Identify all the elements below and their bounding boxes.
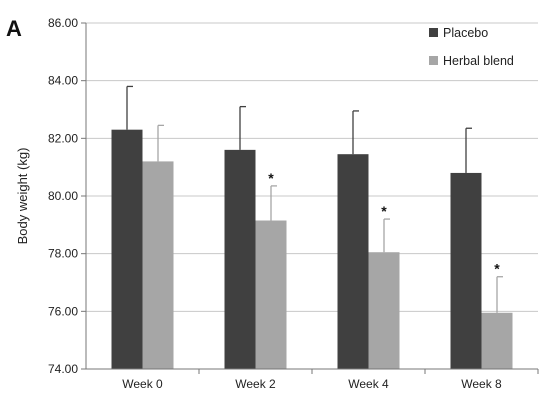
y-tick-label: 84.00 bbox=[48, 74, 78, 88]
x-tick-labels: Week 0 Week 2 Week 4 Week 8 bbox=[122, 377, 502, 391]
bar bbox=[255, 220, 287, 369]
bar bbox=[481, 312, 513, 369]
legend-swatch bbox=[429, 28, 438, 37]
significance-star: * bbox=[494, 261, 500, 277]
bars bbox=[111, 129, 513, 369]
y-tick-label: 80.00 bbox=[48, 189, 78, 203]
significance-star: * bbox=[268, 170, 274, 186]
bar bbox=[224, 149, 256, 369]
x-tick-label: Week 4 bbox=[348, 377, 389, 391]
legend-label: Placebo bbox=[443, 26, 488, 40]
legend-label: Herbal blend bbox=[443, 54, 514, 68]
y-tick-label: 86.00 bbox=[48, 16, 78, 30]
y-tick-label: 82.00 bbox=[48, 131, 78, 145]
axes bbox=[81, 22, 539, 374]
x-tick-label: Week 0 bbox=[122, 377, 163, 391]
bar bbox=[111, 129, 143, 369]
y-tick-label: 78.00 bbox=[48, 247, 78, 261]
significance-markers: * * * bbox=[268, 170, 500, 277]
bar bbox=[142, 161, 174, 369]
x-tick-label: Week 2 bbox=[235, 377, 276, 391]
y-tick-labels: 74.00 76.00 78.00 80.00 82.00 84.00 86.00 bbox=[48, 16, 78, 376]
legend: Placebo Herbal blend bbox=[429, 26, 514, 68]
error-bars bbox=[126, 85, 503, 313]
bar bbox=[368, 252, 400, 369]
panel-label: A bbox=[6, 16, 22, 41]
significance-star: * bbox=[381, 203, 387, 219]
legend-swatch bbox=[429, 56, 438, 65]
bar bbox=[450, 172, 482, 369]
y-axis-title: Body weight (kg) bbox=[15, 148, 30, 245]
bar bbox=[337, 154, 369, 369]
y-tick-label: 74.00 bbox=[48, 362, 78, 376]
x-tick-label: Week 8 bbox=[461, 377, 502, 391]
y-tick-label: 76.00 bbox=[48, 304, 78, 318]
